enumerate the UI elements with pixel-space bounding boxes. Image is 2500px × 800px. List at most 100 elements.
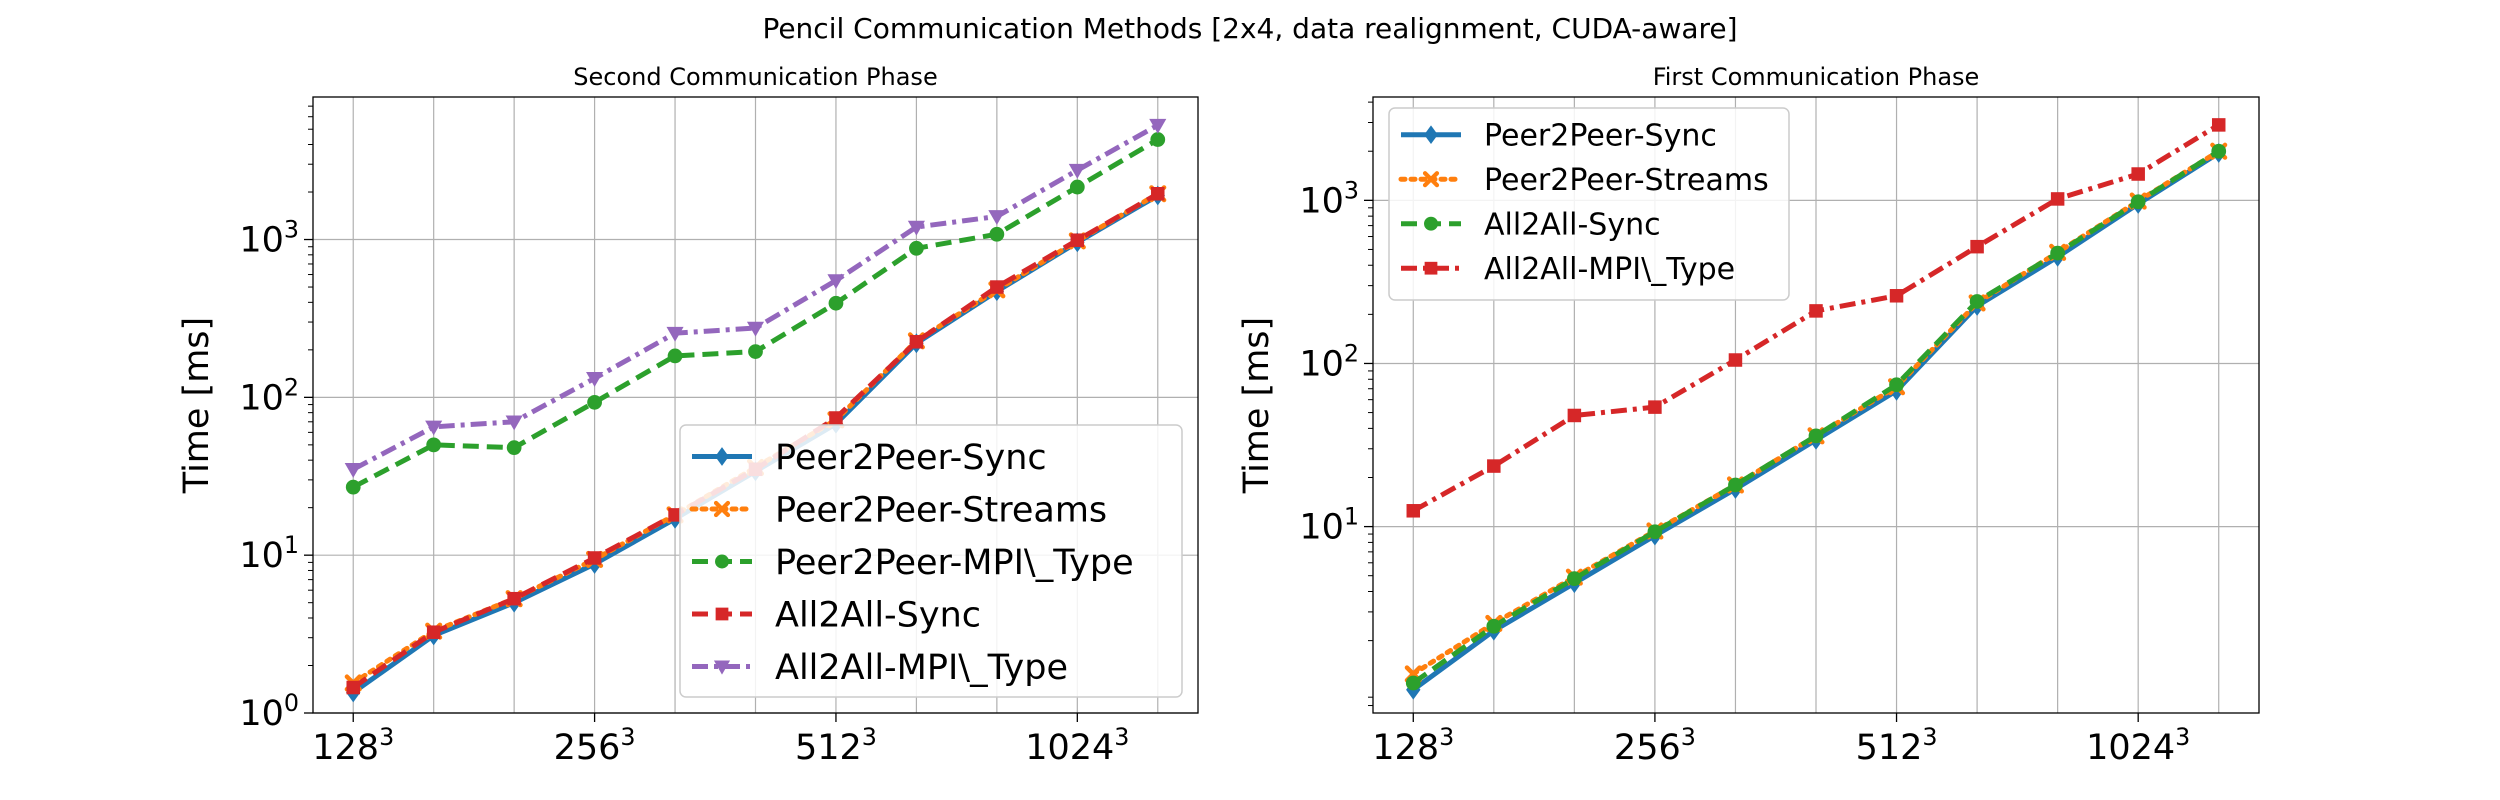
legend-label: Peer2Peer-Streams xyxy=(1484,163,1769,198)
y-tick-label: 101 xyxy=(1299,503,1359,548)
marker-circle xyxy=(989,226,1005,242)
legend-label: Peer2Peer-Sync xyxy=(1484,119,1717,154)
marker-circle xyxy=(909,240,924,256)
marker-circle xyxy=(2050,245,2066,261)
legend-label: All2All-Sync xyxy=(775,596,981,636)
marker-circle xyxy=(587,394,602,410)
legend-label: All2All-MPI\_Type xyxy=(775,648,1068,688)
marker-circle xyxy=(2211,143,2227,159)
marker-circle xyxy=(506,440,522,456)
marker-circle xyxy=(1069,179,1085,195)
marker-circle xyxy=(1150,132,1166,147)
legend-label: Peer2Peer-MPI\_Type xyxy=(775,543,1134,583)
x-tick-label: 1283 xyxy=(312,723,394,768)
marker-square xyxy=(1567,408,1582,423)
marker-square xyxy=(1728,353,1743,367)
minor-ticks xyxy=(1368,101,1373,707)
x-tick-label-base: 512 xyxy=(795,728,862,768)
x-tick-label: 10243 xyxy=(1025,723,1129,768)
marker-square xyxy=(1809,304,1823,318)
y-tick-label: 102 xyxy=(239,373,299,418)
marker-triangle-down xyxy=(1149,118,1167,134)
x-tick-label-base: 128 xyxy=(1372,728,1439,768)
chart-title: Second Communication Phase xyxy=(573,63,937,91)
marker-square xyxy=(587,551,602,565)
marker-square xyxy=(1648,400,1662,414)
x-tick-label-exponent: 3 xyxy=(1922,723,1937,751)
marker-triangle-down xyxy=(746,321,765,337)
legend-label: All2All-Sync xyxy=(1484,208,1661,243)
marker-circle xyxy=(1969,294,1985,309)
y-tick-label: 102 xyxy=(1299,339,1359,384)
marker-circle xyxy=(1728,477,1743,493)
minor-ticks xyxy=(308,105,313,666)
marker-triangle-down xyxy=(907,220,925,236)
marker-circle xyxy=(426,437,442,453)
legend: Peer2Peer-Sync Peer2Peer-Streams All2All-S… xyxy=(1388,107,1790,301)
y-axis-label: Time [ms] xyxy=(1237,317,1277,494)
x-tick-label-exponent: 3 xyxy=(1114,723,1129,751)
legend: Peer2Peer-Sync Peer2Peer-Streams Peer2Peer… xyxy=(679,424,1183,698)
y-tick-label-base: 10 xyxy=(239,221,284,261)
y-tick-label-exponent: 1 xyxy=(1344,503,1359,531)
marker-circle xyxy=(1808,428,1824,444)
x-tick-label-exponent: 3 xyxy=(1681,723,1696,751)
marker-square xyxy=(909,335,924,349)
marker-x xyxy=(713,500,731,518)
marker-circle xyxy=(828,295,844,311)
marker-circle xyxy=(1889,377,1904,393)
series-3 xyxy=(345,132,1166,495)
x-tick-label: 2563 xyxy=(1614,723,1696,768)
x-tick-label-exponent: 3 xyxy=(620,723,635,751)
y-tick-label-base: 10 xyxy=(239,378,284,418)
y-tick-label-base: 10 xyxy=(239,536,284,576)
marker-circle xyxy=(667,348,683,364)
y-axis-label: Time [ms] xyxy=(177,317,217,494)
x-tick-label-exponent: 3 xyxy=(862,723,877,751)
marker-triangle-down xyxy=(425,420,443,436)
y-tick-label: 103 xyxy=(239,216,299,261)
series-4 xyxy=(1406,118,2226,518)
x-tick-label-base: 512 xyxy=(1856,728,1923,768)
legend-label: Peer2Peer-Sync xyxy=(775,438,1047,478)
marker-triangle-down xyxy=(666,326,684,342)
x-tick-label-base: 256 xyxy=(554,728,621,768)
marker-circle xyxy=(1566,571,1582,586)
x-tick-label-base: 1024 xyxy=(2086,728,2175,768)
figure-title: Pencil Communication Methods [2x4, data … xyxy=(762,12,1738,45)
marker-diamond xyxy=(715,447,729,466)
x-tick-label-base: 1024 xyxy=(1025,728,1114,768)
series-5 xyxy=(344,118,1167,478)
legend-label: All2All-MPI\_Type xyxy=(1484,252,1735,287)
marker-square xyxy=(507,591,521,606)
marker-square xyxy=(1070,233,1085,247)
marker-triangle-down xyxy=(505,415,523,431)
marker-square xyxy=(2050,192,2065,206)
y-tick-label-exponent: 2 xyxy=(1344,339,1359,367)
marker-triangle-down xyxy=(827,274,845,290)
marker-x xyxy=(1422,171,1440,188)
marker-square xyxy=(668,508,682,522)
series-line xyxy=(352,123,1159,472)
x-tick-label-base: 256 xyxy=(1614,728,1681,768)
marker-square xyxy=(1151,187,1165,201)
marker-circle xyxy=(1486,618,1502,634)
x-tick-label: 2563 xyxy=(554,723,636,768)
x-tick-label-base: 128 xyxy=(312,728,379,768)
x-tick-label: 5123 xyxy=(1856,723,1938,768)
marker-square xyxy=(2211,118,2226,132)
marker-triangle-down xyxy=(344,463,362,478)
y-tick-label-exponent: 2 xyxy=(284,373,299,401)
legend-box xyxy=(1388,107,1790,301)
y-tick-label-base: 10 xyxy=(1299,181,1344,221)
marker-diamond xyxy=(1424,125,1438,145)
marker-square xyxy=(1406,504,1421,518)
marker-square xyxy=(1889,289,1904,303)
marker-square xyxy=(1970,239,1984,254)
marker-triangle-down xyxy=(713,660,731,675)
marker-square xyxy=(990,280,1004,294)
